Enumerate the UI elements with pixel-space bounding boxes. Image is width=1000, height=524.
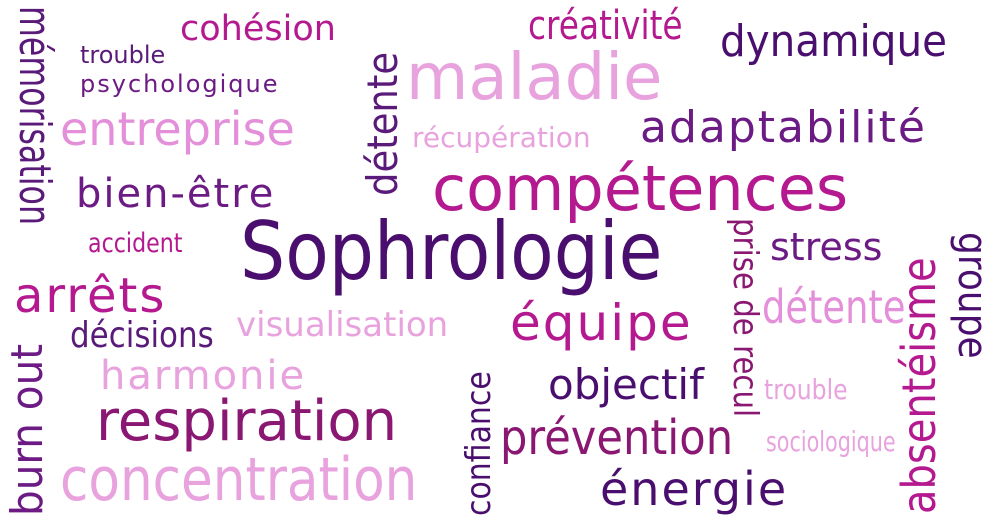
word-trouble-top: trouble	[80, 41, 166, 69]
word-sociologique: sociologique	[766, 425, 896, 458]
word-accident: accident	[88, 228, 183, 259]
word-objectif: objectif	[548, 360, 704, 409]
word-concentration: concentration	[60, 445, 418, 515]
word-groupe: groupe	[949, 232, 995, 359]
word-creativite: créativité	[528, 3, 683, 49]
word-competences: compétences	[432, 152, 849, 225]
word-prevention: prévention	[500, 410, 734, 466]
word-respiration: respiration	[96, 389, 398, 454]
word-energie: énergie	[600, 462, 789, 516]
word-maladie: maladie	[406, 41, 663, 115]
word-harmonie: harmonie	[100, 353, 307, 399]
word-entreprise: entreprise	[60, 102, 295, 156]
word-detente-right: détente	[762, 280, 906, 334]
word-memorisation: mémorisation	[9, 6, 60, 226]
word-adaptabilite: adaptabilité	[640, 102, 927, 153]
word-bien-etre: bien-être	[76, 171, 276, 217]
word-stress: stress	[770, 225, 883, 269]
word-trouble-right: trouble	[764, 373, 848, 406]
word-detente-vertical: détente	[358, 51, 407, 196]
word-cohesion: cohésion	[180, 9, 336, 49]
word-confiance: confiance	[459, 371, 499, 516]
word-equipe: équipe	[510, 294, 693, 352]
word-decisions: décisions	[70, 315, 214, 356]
word-burn-out: burn out	[2, 343, 53, 516]
word-dynamique: dynamique	[720, 16, 948, 67]
word-recuperation: récupération	[412, 121, 591, 154]
word-prise-de-recul: prise de recul	[725, 218, 765, 418]
word-visualisation: visualisation	[236, 305, 449, 345]
word-psychologique: psychologique	[80, 70, 280, 98]
word-sophrologie: Sophrologie	[240, 205, 663, 298]
word-arrets: arrêts	[14, 268, 167, 324]
